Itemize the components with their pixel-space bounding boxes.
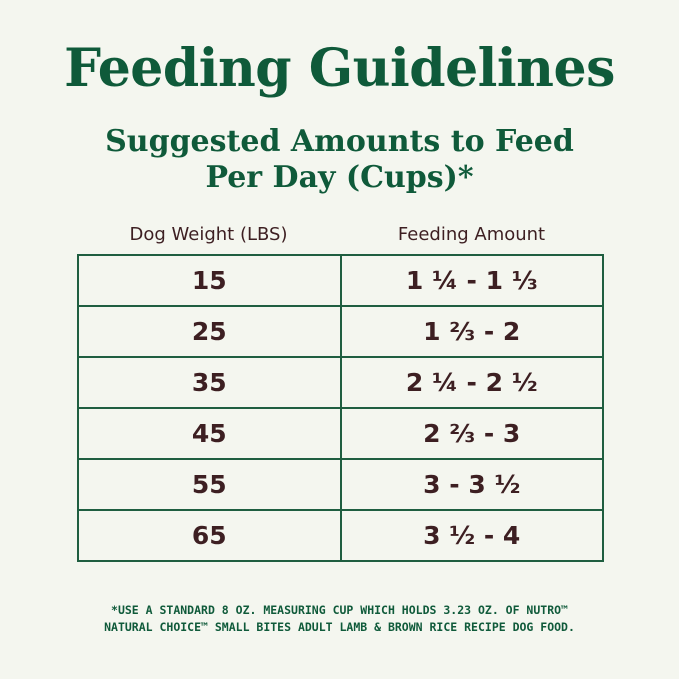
footnote-line: *USE A STANDARD 8 OZ. MEASURING CUP WHIC… (111, 603, 568, 617)
amount-cell: 1 ¼ - 1 ⅓ (339, 254, 604, 307)
weight-cell: 25 (77, 305, 342, 358)
subtitle: Suggested Amounts to Feed Per Day (Cups)… (0, 124, 679, 196)
footnote: *USE A STANDARD 8 OZ. MEASURING CUP WHIC… (0, 602, 679, 636)
weight-cell: 65 (77, 509, 342, 562)
weight-cell: 15 (77, 254, 342, 307)
table-row: 65 3 ½ - 4 (77, 509, 604, 562)
amount-cell: 3 - 3 ½ (339, 458, 604, 511)
weight-cell: 35 (77, 356, 342, 409)
table-row: 55 3 - 3 ½ (77, 458, 604, 511)
table-row: 45 2 ⅔ - 3 (77, 407, 604, 460)
feeding-table: 15 1 ¼ - 1 ⅓ 25 1 ⅔ - 2 35 2 ¼ - 2 ½ 45 2 ⅔ … (77, 254, 604, 562)
footnote-line: NATURAL CHOICE™ SMALL BITES ADULT LAMB &… (104, 620, 575, 634)
weight-cell: 45 (77, 407, 342, 460)
amount-cell: 2 ⅔ - 3 (339, 407, 604, 460)
table-row: 25 1 ⅔ - 2 (77, 305, 604, 358)
subtitle-line: Suggested Amounts to Feed (105, 124, 574, 159)
amount-cell: 2 ¼ - 2 ½ (339, 356, 604, 409)
weight-cell: 55 (77, 458, 342, 511)
subtitle-line: Per Day (Cups)* (205, 160, 474, 195)
page-title: Feeding Guidelines (64, 38, 615, 99)
table-row: 35 2 ¼ - 2 ½ (77, 356, 604, 409)
table-row: 15 1 ¼ - 1 ⅓ (77, 254, 604, 307)
column-header-weight: Dog Weight (LBS) (129, 224, 288, 245)
amount-cell: 1 ⅔ - 2 (339, 305, 604, 358)
amount-cell: 3 ½ - 4 (339, 509, 604, 562)
column-header-amount: Feeding Amount (397, 224, 546, 245)
